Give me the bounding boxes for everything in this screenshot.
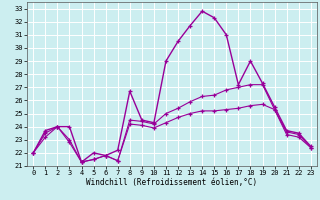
X-axis label: Windchill (Refroidissement éolien,°C): Windchill (Refroidissement éolien,°C) [86,178,258,187]
